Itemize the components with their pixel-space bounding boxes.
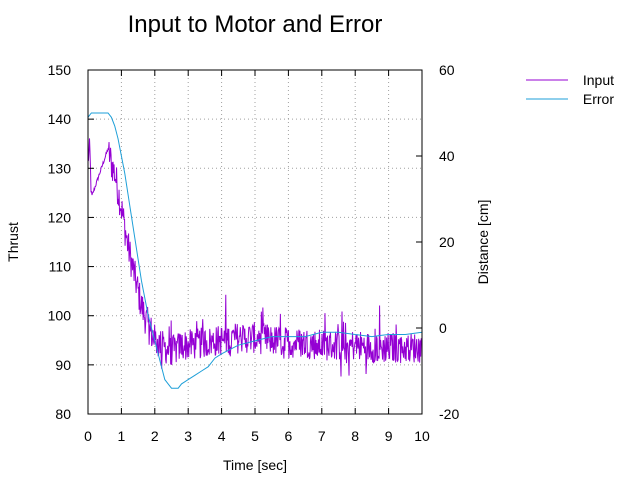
y-tick-label: 90 [55,357,71,373]
y-tick-label: 100 [48,308,72,324]
x-tick-label: 5 [251,428,259,444]
y2-tick-label: -20 [439,406,459,422]
x-tick-label: 8 [351,428,359,444]
y-tick-label: 110 [49,259,72,275]
y2-tick-label: 20 [439,234,455,250]
y2-tick-label: 0 [439,320,447,336]
x-tick-label: 9 [385,428,393,444]
y-tick-label: 120 [48,209,72,225]
x-tick-label: 3 [184,428,192,444]
x-tick-label: 2 [151,428,159,444]
legend-label-error: Error [583,91,614,107]
series-line-input [87,138,422,377]
legend: Input Error [526,72,614,107]
y2-tick-label: 40 [439,148,455,164]
x-tick-label: 0 [84,428,92,444]
series-line-error [87,112,423,389]
x-tick-label: 6 [285,428,293,444]
y2-tick-label: 60 [439,62,455,78]
grid [88,70,422,414]
y-tick-label: 150 [48,62,72,78]
y2-axis-label: Distance [cm] [475,200,491,285]
y-tick-label: 80 [55,406,71,422]
chart-title: Input to Motor and Error [128,11,383,38]
tick-layer: 0 1 2 3 4 5 6 7 8 9 10 80 90 100 110 120 130 140 150 -20 0 20… [48,62,460,444]
x-tick-label: 10 [414,428,430,444]
legend-label-input: Input [583,72,614,88]
y-axis-label: Thrust [5,222,21,262]
x-tick-label: 4 [218,428,226,444]
x-tick-label: 1 [118,428,126,444]
x-tick-label: 7 [318,428,326,444]
y-tick-label: 140 [48,111,72,127]
series-layer [87,112,423,389]
x-axis-label: Time [sec] [223,457,287,473]
y-tick-label: 130 [48,160,72,176]
